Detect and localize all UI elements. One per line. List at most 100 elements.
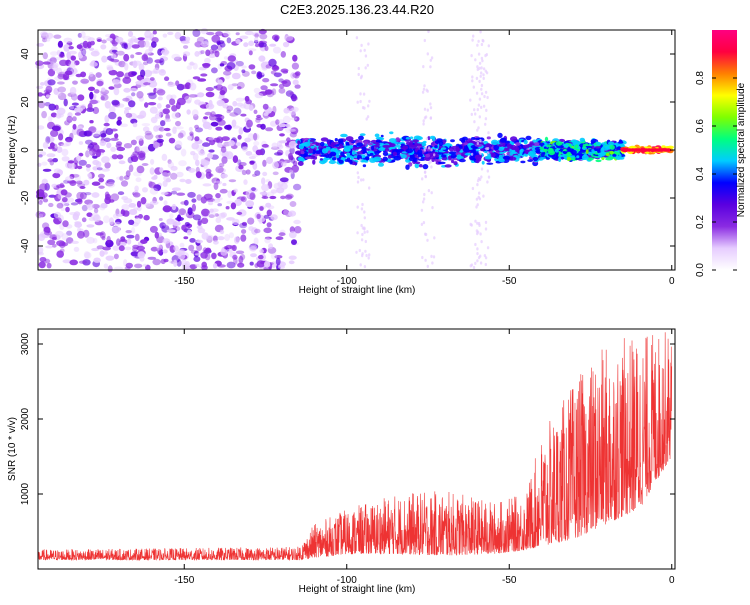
heatmap-cell — [233, 107, 242, 116]
heatmap-cell — [88, 47, 95, 51]
heatmap-cell — [221, 156, 228, 164]
heatmap-cell — [195, 171, 202, 179]
heatmap-cell — [266, 89, 275, 98]
heatmap-cell — [432, 255, 436, 259]
heatmap-cell — [124, 62, 129, 71]
heatmap-cell — [149, 225, 158, 233]
heatmap-cell — [141, 123, 151, 127]
heatmap-cell — [69, 180, 77, 186]
heatmap-cell — [269, 195, 277, 200]
snr-x-tick-label: -50 — [502, 575, 517, 586]
heatmap-cell — [532, 142, 541, 147]
heatmap-cell — [175, 80, 180, 87]
heatmap-cell — [181, 84, 190, 89]
heatmap-cell — [147, 256, 157, 260]
heatmap-cell — [71, 102, 79, 106]
heatmap-cell — [363, 48, 366, 52]
heatmap-cell — [217, 236, 225, 241]
heatmap-cell — [424, 232, 428, 237]
heatmap-cell — [242, 146, 248, 152]
heatmap-cell — [101, 156, 110, 164]
heatmap-cell — [235, 250, 245, 255]
heatmap-cell — [61, 233, 68, 241]
heatmap-cell — [63, 37, 73, 44]
heatmap-cell — [498, 147, 504, 152]
heatmap-cell — [262, 103, 269, 110]
heatmap-cell — [482, 194, 485, 198]
heatmap-cell — [303, 141, 311, 147]
heatmap-cell — [176, 101, 181, 110]
heatmap-cell — [97, 173, 105, 179]
heatmap-cell — [218, 100, 225, 105]
heatmap-cell — [84, 252, 92, 259]
heatmap-cell — [476, 65, 479, 69]
heatmap-cell — [253, 237, 259, 245]
heatmap-cell — [484, 155, 492, 160]
heatmap-cell — [112, 79, 121, 85]
heatmap-cell — [278, 232, 286, 237]
heatmap-cell — [134, 263, 143, 269]
heatmap-cell — [275, 119, 280, 125]
heatmap-cell — [236, 102, 244, 107]
heatmap-cell — [154, 231, 159, 239]
heatmap-cell — [476, 179, 480, 183]
heatmap-cell — [429, 116, 432, 120]
heatmap-cell — [293, 116, 300, 122]
heatmap-cell — [480, 105, 483, 109]
heatmap-cell — [254, 36, 259, 43]
heatmap-cell — [480, 87, 483, 91]
heatmap-cell — [152, 258, 161, 266]
heatmap-cell — [288, 255, 297, 260]
heatmap-cell — [201, 232, 209, 240]
heatmap-cell — [474, 242, 477, 247]
heatmap-cell — [204, 111, 212, 116]
heatmap-cell — [144, 130, 152, 136]
heatmap-cell — [558, 156, 562, 162]
heatmap-cell — [263, 214, 270, 219]
heatmap-cell — [366, 115, 370, 119]
heatmap-cell — [422, 87, 426, 91]
heatmap-cell — [41, 110, 47, 119]
heatmap-cell — [391, 159, 396, 163]
heatmap-cell — [133, 207, 139, 211]
heatmap-cell — [193, 114, 199, 121]
heatmap-cell — [195, 159, 200, 167]
heatmap-cell — [192, 29, 201, 37]
heatmap-cell — [366, 230, 369, 234]
heatmap-cell — [101, 87, 106, 92]
heatmap-cell — [76, 155, 82, 162]
heatmap-cell — [480, 92, 484, 96]
heatmap-cell — [237, 159, 242, 166]
heatmap-cell — [258, 55, 266, 62]
heatmap-cell — [141, 146, 150, 153]
heatmap-cell — [53, 34, 62, 39]
heatmap-cell — [65, 176, 74, 182]
heatmap-cell — [162, 249, 168, 254]
heatmap-cell — [42, 222, 50, 230]
heatmap-cell — [92, 166, 99, 171]
heatmap-cell — [78, 260, 87, 264]
heatmap-cell — [425, 137, 429, 141]
heatmap-cell — [532, 156, 539, 162]
heatmap-cell — [73, 246, 80, 252]
heatmap-cell — [114, 221, 121, 226]
heatmap-cell — [45, 245, 54, 249]
heatmap-cell — [252, 133, 260, 141]
heatmap-cell — [99, 130, 107, 139]
heatmap-cell — [189, 264, 198, 270]
heatmap-cell — [290, 72, 296, 79]
heatmap-cell — [37, 251, 44, 256]
heatmap-cell — [175, 140, 183, 149]
heatmap-cell — [37, 92, 43, 97]
heatmap-cell — [261, 143, 269, 148]
heatmap-cell — [89, 120, 94, 124]
heatmap-cell — [81, 217, 87, 223]
heatmap-cell — [219, 229, 225, 235]
heatmap-cell — [243, 42, 249, 48]
heatmap-cell — [99, 250, 105, 257]
heatmap-cell — [360, 223, 363, 228]
heatmap-cell — [476, 128, 479, 132]
heatmap-cell — [597, 152, 606, 157]
heatmap-cell — [53, 87, 59, 95]
heatmap-cell — [291, 106, 299, 112]
